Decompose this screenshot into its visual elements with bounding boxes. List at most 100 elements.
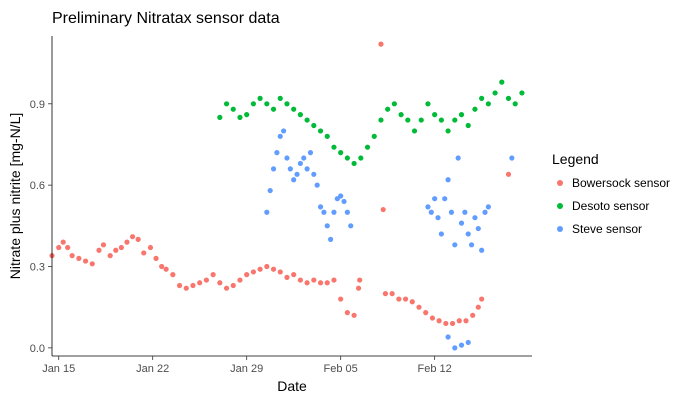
- x-axis-ticks: Jan 15 Jan 22 Jan 29 Feb 05 Feb 12: [42, 356, 452, 375]
- data-point: [223, 101, 230, 107]
- data-point: [389, 291, 395, 297]
- legend-title: Legend: [552, 151, 599, 167]
- data-point: [124, 239, 130, 245]
- data-point: [351, 312, 357, 318]
- data-point: [338, 150, 344, 156]
- data-point: [371, 133, 377, 139]
- data-point: [244, 112, 250, 118]
- data-point: [331, 209, 337, 215]
- data-point: [304, 280, 310, 286]
- data-point: [411, 128, 418, 134]
- data-point: [317, 204, 324, 210]
- data-point: [324, 280, 330, 286]
- data-point: [270, 166, 277, 172]
- y-tick-label: 0.6: [30, 180, 45, 192]
- data-point: [485, 204, 491, 210]
- data-point: [270, 266, 277, 272]
- data-point: [267, 187, 273, 194]
- legend-key: [557, 226, 563, 232]
- data-point: [378, 41, 384, 47]
- data-point: [432, 112, 438, 118]
- data-point: [217, 114, 223, 120]
- data-point: [163, 266, 169, 272]
- data-point: [519, 90, 525, 96]
- data-point: [425, 204, 431, 210]
- data-point: [355, 285, 362, 291]
- data-point: [492, 90, 498, 96]
- data-point: [197, 280, 203, 286]
- data-point: [311, 122, 317, 129]
- data-point: [277, 269, 283, 275]
- data-point: [314, 182, 320, 188]
- data-point: [141, 250, 147, 256]
- x-tick-label: Jan 22: [136, 363, 169, 375]
- data-point: [76, 255, 82, 261]
- data-point: [505, 171, 512, 177]
- data-point: [436, 318, 442, 324]
- data-point: [380, 206, 386, 213]
- data-point: [190, 282, 196, 289]
- data-point: [264, 263, 270, 270]
- data-point: [445, 128, 451, 134]
- data-point: [82, 258, 89, 264]
- data-point: [351, 160, 357, 167]
- y-tick-label: 0.9: [30, 99, 45, 111]
- data-point: [348, 223, 354, 229]
- data-point: [328, 236, 334, 242]
- data-point: [462, 209, 468, 215]
- data-point: [438, 117, 444, 123]
- data-point: [443, 320, 449, 327]
- series-desoto-sensor: [217, 79, 525, 167]
- data-point: [237, 277, 243, 283]
- series-steve-sensor: [264, 128, 515, 351]
- data-point: [277, 95, 283, 101]
- data-point: [321, 209, 327, 215]
- data-point: [479, 296, 485, 302]
- data-point: [485, 101, 491, 107]
- data-point: [307, 150, 314, 156]
- data-point: [69, 253, 75, 259]
- x-tick-label: Feb 05: [324, 363, 358, 375]
- data-point: [317, 280, 324, 286]
- data-point: [468, 242, 475, 248]
- data-point: [129, 234, 136, 240]
- data-point: [452, 345, 458, 351]
- data-point: [445, 334, 451, 340]
- data-point: [364, 144, 371, 150]
- data-point: [291, 106, 297, 112]
- data-point: [470, 312, 476, 318]
- data-point: [210, 272, 216, 278]
- data-point: [344, 155, 350, 161]
- data-point: [456, 318, 462, 324]
- data-point: [100, 242, 107, 248]
- legend-label: Bowersock sensor: [572, 176, 670, 190]
- data-point: [505, 95, 512, 101]
- data-point: [452, 242, 458, 248]
- data-point: [291, 177, 297, 183]
- data-point: [405, 117, 411, 123]
- data-point: [277, 133, 283, 139]
- data-point: [274, 150, 280, 156]
- data-point: [230, 106, 236, 112]
- data-point: [338, 296, 344, 302]
- data-point: [452, 117, 458, 123]
- data-point: [512, 101, 518, 107]
- legend-label: Desoto sensor: [572, 199, 649, 213]
- plot-panel: [49, 41, 525, 351]
- data-point: [435, 215, 441, 221]
- data-point: [432, 196, 438, 202]
- data-point: [60, 239, 66, 245]
- data-point: [297, 112, 303, 118]
- data-point: [311, 171, 317, 177]
- data-point: [465, 122, 471, 129]
- data-point: [425, 101, 431, 107]
- data-point: [311, 277, 317, 283]
- data-point: [385, 106, 391, 112]
- data-point: [458, 342, 465, 348]
- data-point: [398, 112, 404, 118]
- data-point: [357, 277, 363, 283]
- data-point: [113, 247, 119, 253]
- data-point: [455, 155, 461, 161]
- data-point: [287, 166, 293, 172]
- data-point: [396, 296, 402, 302]
